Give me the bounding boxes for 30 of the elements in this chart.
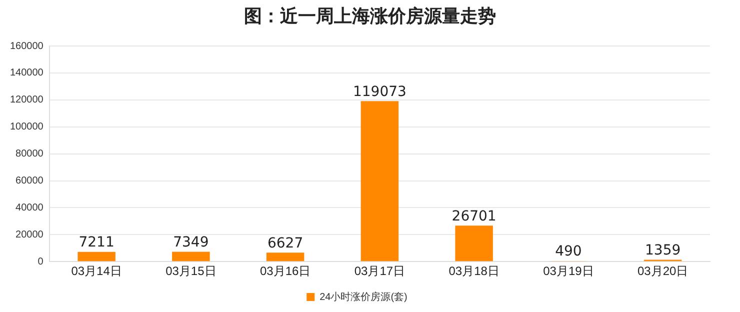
- x-tick-label: 03月19日: [543, 264, 594, 278]
- data-label: 6627: [267, 235, 304, 252]
- bar: [266, 252, 304, 262]
- data-label: 119073: [352, 84, 406, 100]
- y-tick-label: 40000: [16, 202, 44, 214]
- y-tick-label: 100000: [10, 122, 44, 133]
- y-tick-label: 60000: [16, 176, 44, 186]
- y-tick-label: 80000: [16, 148, 44, 160]
- x-tick-label: 03月16日: [260, 264, 311, 278]
- data-label: 490: [555, 244, 582, 260]
- y-tick-label: 0: [38, 256, 44, 268]
- chart-title: 图：近一周上海涨价房源量走势: [243, 5, 497, 29]
- legend-label: 24小时涨价房源(套): [320, 290, 408, 303]
- y-tick-label: 20000: [16, 229, 44, 240]
- x-tick-label: 03月20日: [637, 264, 688, 278]
- x-tick-label: 03月18日: [448, 264, 500, 278]
- x-tick-label: 03月14日: [71, 264, 122, 278]
- y-tick-label: 160000: [10, 40, 44, 52]
- bar: [172, 252, 210, 262]
- bar: [78, 252, 116, 262]
- x-tick-label: 03月17日: [354, 264, 406, 278]
- data-label: 7211: [78, 234, 114, 251]
- data-label: 7349: [173, 234, 209, 250]
- data-label: 26701: [452, 208, 496, 224]
- x-tick-label: 03月15日: [166, 264, 216, 278]
- bar: [455, 226, 493, 262]
- data-label: 1359: [644, 242, 681, 258]
- bar: [360, 101, 399, 262]
- y-tick-label: 140000: [10, 68, 44, 79]
- y-tick-label: 120000: [10, 94, 44, 106]
